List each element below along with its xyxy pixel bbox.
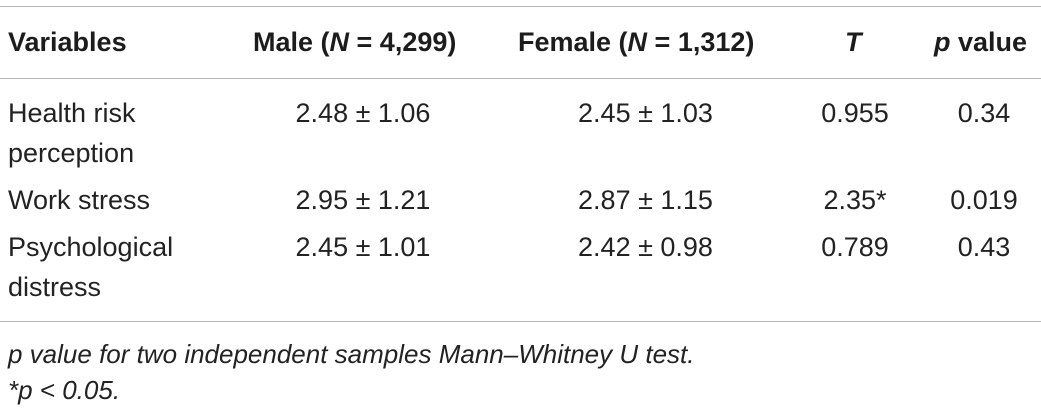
row-1-p: 0.34 <box>957 98 1011 128</box>
top-rule <box>0 6 1041 7</box>
row-3-female: 2.42 ± 0.98 <box>578 232 713 262</box>
row-3-male: 2.45 ± 1.01 <box>295 232 431 262</box>
header-variables: Variables <box>8 27 127 57</box>
header-male: Male (N = 4,299) <box>253 27 457 57</box>
row-2-male: 2.95 ± 1.21 <box>295 185 431 215</box>
row-2-female: 2.87 ± 1.15 <box>578 185 713 215</box>
row-1-male: 2.48 ± 1.06 <box>295 98 431 128</box>
footnote-significance: *p < 0.05. <box>8 375 121 405</box>
table-footnotes: p value for two independent samples Mann… <box>8 336 695 408</box>
row-3-variable-line1: Psychological <box>8 232 174 262</box>
bottom-rule <box>0 321 1041 322</box>
row-2-variable-line1: Work stress <box>8 185 151 215</box>
row-1-variable-line2: perception <box>8 138 135 168</box>
header-t: T <box>845 27 862 57</box>
row-2-t: 2.35* <box>823 185 887 215</box>
row-2-p: 0.019 <box>950 185 1018 215</box>
header-rule <box>0 78 1041 79</box>
row-3-t: 0.789 <box>821 232 889 262</box>
header-p-value: p value <box>934 27 1028 57</box>
row-1-t: 0.955 <box>821 98 889 128</box>
row-1-variable-line1: Health risk <box>8 98 136 128</box>
row-3-p: 0.43 <box>957 232 1011 262</box>
header-female: Female (N = 1,312) <box>518 27 755 57</box>
row-3-variable-line2: distress <box>8 272 102 302</box>
footnote-test: p value for two independent samples Mann… <box>8 339 695 369</box>
row-1-female: 2.45 ± 1.03 <box>578 98 713 128</box>
